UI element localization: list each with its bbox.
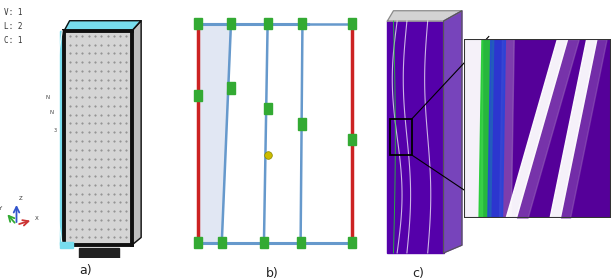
Polygon shape bbox=[64, 31, 132, 245]
Bar bbox=[194, 90, 202, 101]
Polygon shape bbox=[479, 39, 494, 218]
Polygon shape bbox=[464, 39, 611, 218]
Bar bbox=[260, 237, 268, 248]
Text: Y: Y bbox=[0, 206, 1, 211]
Polygon shape bbox=[60, 31, 64, 245]
Bar bbox=[348, 18, 356, 29]
Text: b): b) bbox=[266, 267, 278, 280]
Bar bbox=[194, 237, 202, 248]
Text: N: N bbox=[49, 110, 54, 115]
Polygon shape bbox=[387, 21, 444, 253]
Polygon shape bbox=[444, 11, 462, 253]
Bar bbox=[218, 237, 226, 248]
Text: X: X bbox=[35, 216, 38, 221]
Text: L: 2: L: 2 bbox=[4, 22, 22, 31]
Polygon shape bbox=[488, 39, 505, 218]
Polygon shape bbox=[387, 11, 462, 21]
Polygon shape bbox=[464, 39, 482, 218]
Bar bbox=[298, 118, 307, 130]
Text: C: 1: C: 1 bbox=[4, 36, 22, 45]
Bar bbox=[390, 119, 412, 155]
Text: a): a) bbox=[79, 264, 92, 277]
Text: V: 1: V: 1 bbox=[4, 8, 22, 17]
Bar bbox=[194, 18, 202, 29]
Text: c): c) bbox=[412, 267, 425, 280]
Bar bbox=[79, 248, 119, 260]
Polygon shape bbox=[500, 39, 514, 218]
Bar bbox=[263, 103, 272, 114]
Bar bbox=[227, 18, 235, 29]
Bar bbox=[348, 237, 356, 248]
Polygon shape bbox=[60, 242, 73, 248]
Polygon shape bbox=[64, 21, 141, 31]
Text: Z: Z bbox=[18, 196, 22, 201]
Bar bbox=[298, 18, 307, 29]
Bar bbox=[227, 82, 235, 94]
Bar bbox=[296, 237, 305, 248]
Bar bbox=[348, 134, 356, 145]
Polygon shape bbox=[132, 21, 141, 245]
Bar bbox=[263, 18, 272, 29]
Text: N: N bbox=[46, 95, 50, 100]
Text: 3: 3 bbox=[53, 128, 56, 133]
Polygon shape bbox=[198, 24, 231, 242]
